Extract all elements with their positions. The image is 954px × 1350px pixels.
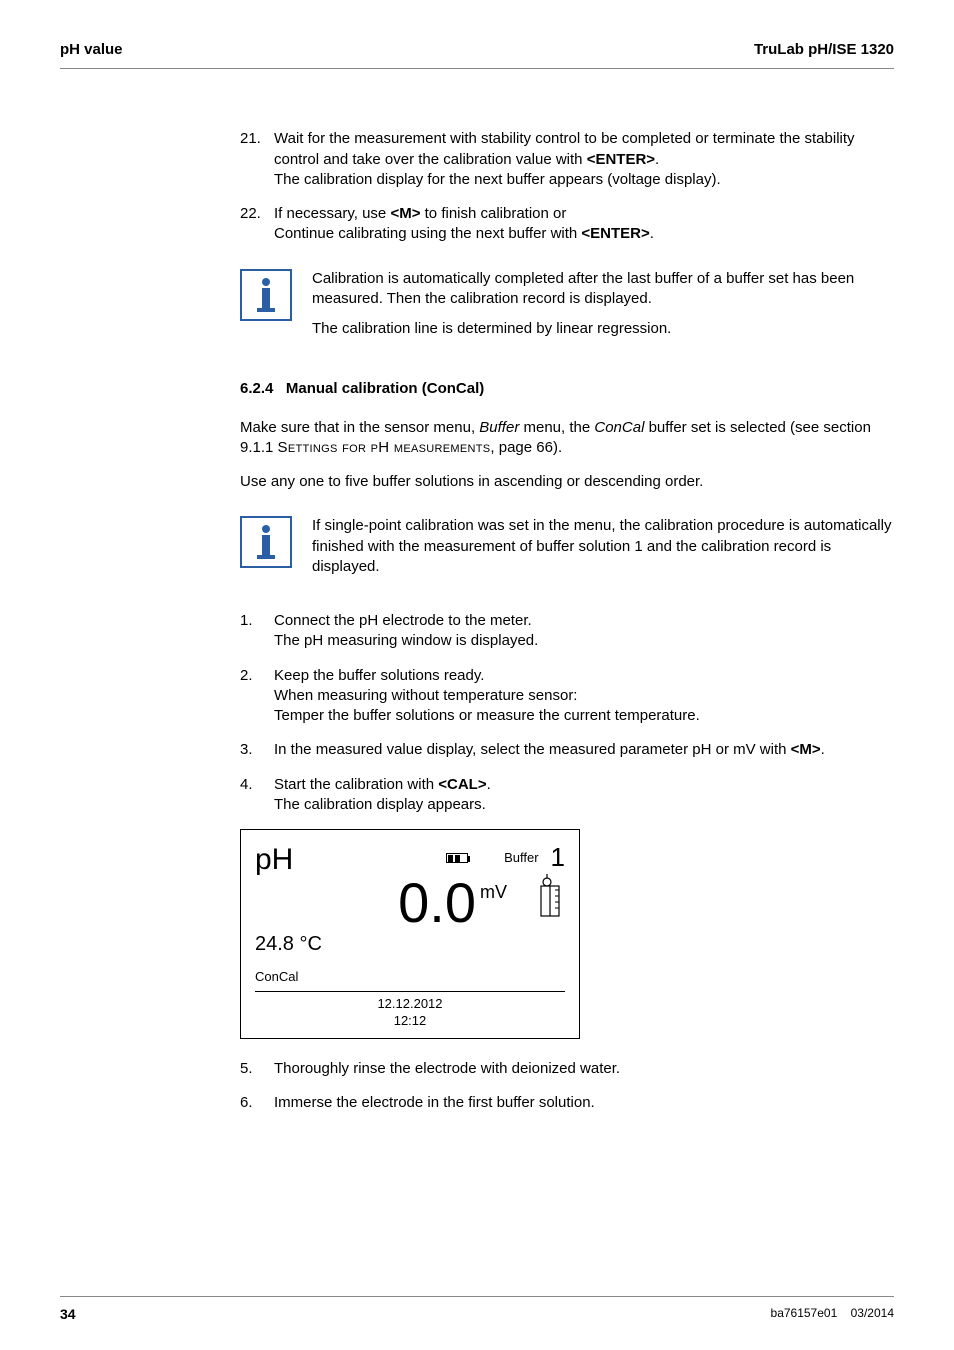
header-left: pH value <box>60 40 123 60</box>
battery-icon <box>446 853 468 863</box>
info-text: If single-point calibration was set in t… <box>312 516 894 587</box>
step-22: 22. If necessary, use <M> to finish cali… <box>240 204 894 245</box>
step-number: 5. <box>240 1059 274 1079</box>
step-body: Keep the buffer solutions ready. When me… <box>274 666 894 727</box>
step-body: In the measured value display, select th… <box>274 740 894 760</box>
display-time: 12:12 <box>394 1013 427 1028</box>
line2: Continue calibrating using the next buff… <box>274 225 581 242</box>
display-unit: mV <box>480 882 507 902</box>
key-cal: <CAL> <box>438 776 486 793</box>
step-text: Wait for the measurement with stability … <box>274 130 855 167</box>
display-channel: 1 <box>551 840 565 875</box>
step-number: 6. <box>240 1093 274 1113</box>
step-body: Thoroughly rinse the electrode with deio… <box>274 1059 894 1079</box>
step-21: 21. Wait for the measurement with stabil… <box>240 129 894 190</box>
tail: . <box>650 225 654 242</box>
info-p1: Calibration is automatically completed a… <box>312 269 894 310</box>
step-number: 3. <box>240 740 274 760</box>
t: menu, the <box>519 419 594 436</box>
page-footer: 34 ba76157e01 03/2014 <box>60 1296 894 1324</box>
concal-term: ConCal <box>594 419 644 436</box>
para-1: Make sure that in the sensor menu, Buffe… <box>240 418 894 459</box>
step-number: 4. <box>240 775 274 816</box>
section-num: 6.2.4 <box>240 380 273 397</box>
footer-meta: ba76157e01 03/2014 <box>771 1305 894 1324</box>
display-datetime: 12.12.2012 12:12 <box>255 991 565 1030</box>
step-body: Immerse the electrode in the first buffe… <box>274 1093 894 1113</box>
key-m: <M> <box>390 205 420 222</box>
display-value: 0.0 <box>398 871 476 934</box>
mid: to finish calibration or <box>420 205 566 222</box>
info-icon <box>240 516 292 568</box>
t: , page 66). <box>490 439 562 456</box>
step-number: 21. <box>240 129 274 190</box>
step-5: 5. Thoroughly rinse the electrode with d… <box>240 1059 894 1079</box>
l1: Keep the buffer solutions ready. <box>274 667 484 684</box>
step-number: 22. <box>240 204 274 245</box>
tail: . <box>487 776 491 793</box>
l2: The calibration display appears. <box>274 796 486 813</box>
buffer-term: Buffer <box>479 419 519 436</box>
xref: Settings for pH measurements <box>278 439 491 456</box>
device-display: pH Buffer 1 0.0mV 2 <box>240 829 580 1039</box>
step-number: 1. <box>240 611 274 652</box>
pre: In the measured value display, select th… <box>274 741 791 758</box>
section-title: Manual calibration (ConCal) <box>286 380 484 397</box>
section-heading: 6.2.4 Manual calibration (ConCal) <box>240 379 894 399</box>
display-cal-mode: ConCal <box>255 968 565 986</box>
pre: If necessary, use <box>274 205 390 222</box>
period: . <box>655 151 659 168</box>
step-body: Connect the pH electrode to the meter. T… <box>274 611 894 652</box>
para-2: Use any one to five buffer solutions in … <box>240 472 894 492</box>
display-buffer-label: Buffer <box>504 849 538 867</box>
doc-date: 03/2014 <box>851 1306 894 1320</box>
page-header: pH value TruLab pH/ISE 1320 <box>60 40 894 69</box>
info-note-1: Calibration is automatically completed a… <box>240 269 894 350</box>
header-right: TruLab pH/ISE 1320 <box>754 40 894 60</box>
info-p2: The calibration line is determined by li… <box>312 319 894 339</box>
step-4: 4. Start the calibration with <CAL>. The… <box>240 775 894 816</box>
display-temperature: 24.8 °C <box>255 931 565 958</box>
step-3: 3. In the measured value display, select… <box>240 740 894 760</box>
step-body: Wait for the measurement with stability … <box>274 129 894 190</box>
key-m: <M> <box>791 741 821 758</box>
l2: The pH measuring window is displayed. <box>274 632 538 649</box>
key-enter: <ENTER> <box>587 151 655 168</box>
l3: Temper the buffer solutions or measure t… <box>274 707 700 724</box>
t: Make sure that in the sensor menu, <box>240 419 479 436</box>
step-body: If necessary, use <M> to finish calibrat… <box>274 204 894 245</box>
step-body: Start the calibration with <CAL>. The ca… <box>274 775 894 816</box>
page-number: 34 <box>60 1305 76 1324</box>
step-text-2: The calibration display for the next buf… <box>274 171 721 188</box>
pre: Start the calibration with <box>274 776 438 793</box>
sensor-icon <box>535 874 565 920</box>
step-6: 6. Immerse the electrode in the first bu… <box>240 1093 894 1113</box>
info-note-2: If single-point calibration was set in t… <box>240 516 894 587</box>
display-date: 12.12.2012 <box>377 996 442 1011</box>
doc-id: ba76157e01 <box>771 1306 838 1320</box>
tail: . <box>821 741 825 758</box>
info-text: Calibration is automatically completed a… <box>312 269 894 350</box>
step-number: 2. <box>240 666 274 727</box>
l2: When measuring without temperature senso… <box>274 687 577 704</box>
key-enter: <ENTER> <box>581 225 649 242</box>
step-1: 1. Connect the pH electrode to the meter… <box>240 611 894 652</box>
info-p1: If single-point calibration was set in t… <box>312 516 894 577</box>
l1: Connect the pH electrode to the meter. <box>274 612 532 629</box>
display-reading: 0.0mV <box>255 875 565 931</box>
step-2: 2. Keep the buffer solutions ready. When… <box>240 666 894 727</box>
info-icon <box>240 269 292 321</box>
